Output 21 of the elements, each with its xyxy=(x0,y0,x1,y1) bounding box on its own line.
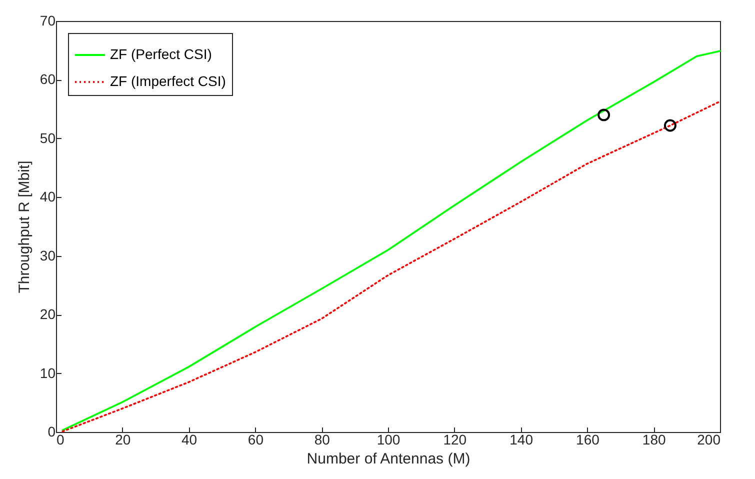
x-tick-label: 140 xyxy=(510,432,534,448)
y-tick-label: 10 xyxy=(40,364,56,381)
x-tick-label: 60 xyxy=(248,432,264,448)
x-tick-label: 80 xyxy=(314,432,330,448)
y-tick-label: 30 xyxy=(40,247,56,264)
legend-label: ZF (Perfect CSI) xyxy=(110,46,212,62)
y-tick-label: 60 xyxy=(40,71,56,88)
x-tick-label: 40 xyxy=(182,432,198,448)
y-tick-label: 20 xyxy=(40,306,56,322)
y-tick-label: 40 xyxy=(40,188,56,205)
y-tick-label: 70 xyxy=(40,12,56,28)
x-tick-label: 200 xyxy=(697,432,721,448)
x-tick-label: 160 xyxy=(576,432,600,448)
legend-label: ZF (Imperfect CSI) xyxy=(110,73,226,89)
x-tick-label: 20 xyxy=(115,432,131,448)
x-tick-label: 180 xyxy=(642,432,666,448)
y-tick-label: 50 xyxy=(40,130,56,146)
x-tick-label: 100 xyxy=(376,432,400,448)
y-axis-title: Throughput R [Mbit] xyxy=(16,160,33,294)
x-axis-title: Number of Antennas (M) xyxy=(306,450,470,468)
x-tick-label: 120 xyxy=(443,432,467,448)
